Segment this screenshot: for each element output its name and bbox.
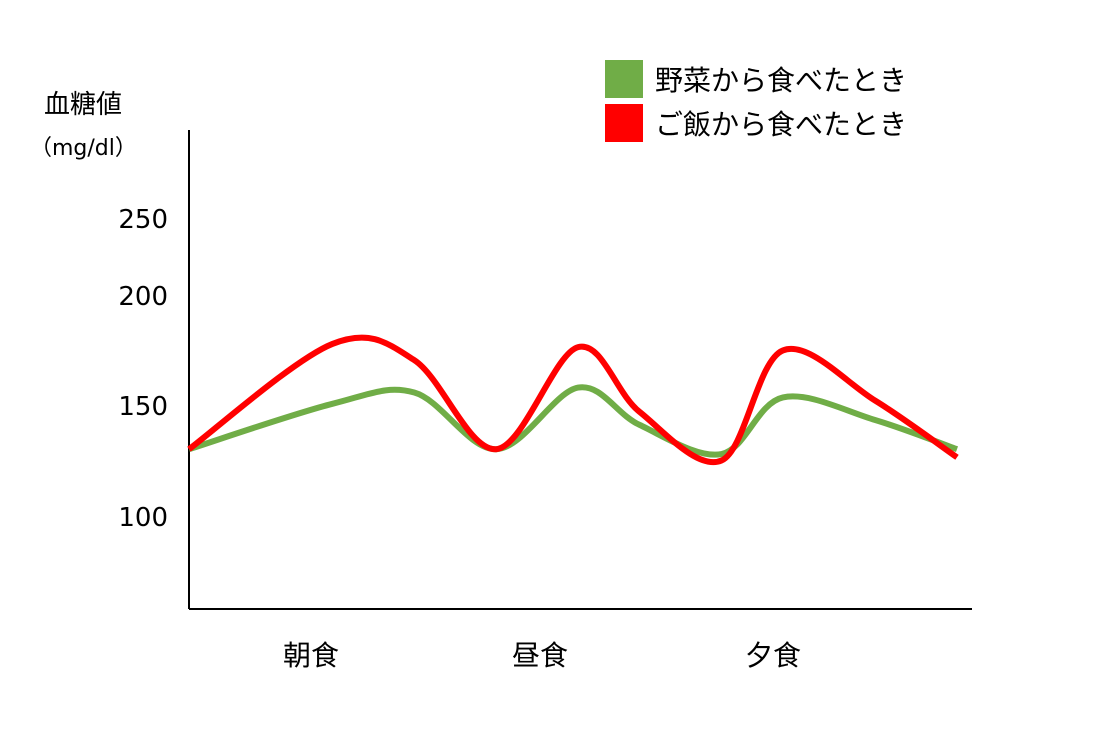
category-label: 昼食 [512,639,568,672]
y-axis-title: 血糖値 [44,90,122,120]
legend-swatch [605,60,643,98]
category-label: 朝食 [283,639,339,672]
y-tick-label: 250 [118,205,168,235]
legend-label: 野菜から食べたとき [655,64,907,97]
y-tick-label: 200 [118,282,168,312]
series-lines [187,334,959,466]
legend-swatch [605,104,643,142]
y-tick-labels: 100 150 200 250 [118,205,168,533]
category-labels: 朝食 昼食 夕食 [283,639,801,672]
category-label: 夕食 [745,639,801,672]
series-line-2 [187,334,959,466]
y-tick-label: 100 [118,503,168,533]
series-line-1 [188,384,959,458]
y-tick-label: 150 [118,392,168,422]
y-axis-unit: （mg/dl） [30,136,137,161]
legend-label: ご飯から食べたとき [655,108,907,141]
